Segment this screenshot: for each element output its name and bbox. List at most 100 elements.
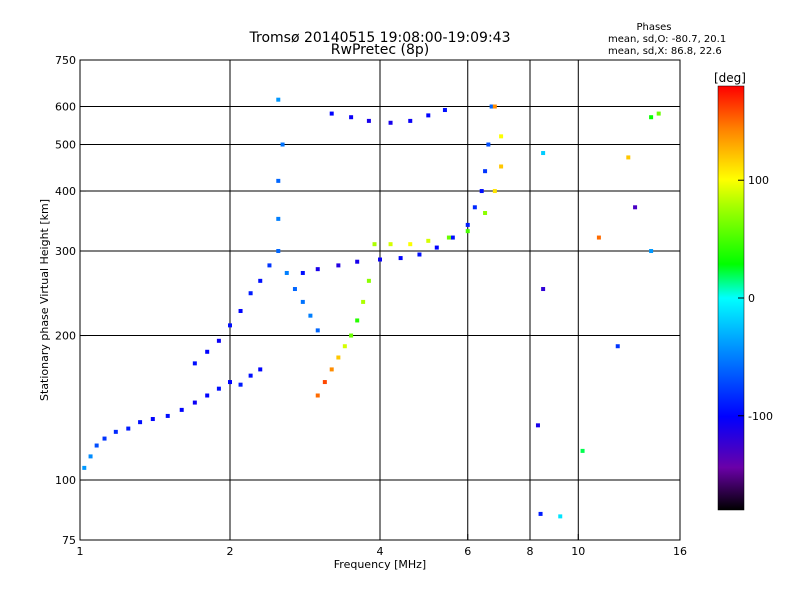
data-point [465, 222, 470, 227]
data-point [205, 349, 210, 354]
series-group [82, 367, 263, 470]
data-point [276, 97, 281, 102]
data-point [238, 382, 243, 387]
data-point [165, 413, 170, 418]
data-point [426, 113, 431, 118]
data-point [626, 155, 631, 160]
y-tick-label: 500 [55, 139, 76, 152]
chart-title: Tromsø 20140515 19:08:00-19:09:43 [249, 30, 511, 46]
data-point [656, 111, 661, 116]
data-point [292, 287, 297, 292]
data-point [388, 242, 393, 247]
data-point [315, 393, 320, 398]
data-point [300, 299, 305, 304]
data-point [355, 259, 360, 264]
data-point [479, 189, 484, 194]
data-point [258, 278, 263, 283]
data-point [322, 380, 327, 385]
data-point [329, 367, 334, 372]
x-tick-label: 6 [464, 545, 471, 558]
data-point [258, 367, 263, 372]
data-point [378, 257, 382, 262]
data-points [82, 97, 661, 519]
data-point [216, 386, 221, 391]
y-tick-label: 600 [55, 101, 76, 114]
data-point [535, 423, 540, 428]
data-point [192, 400, 197, 405]
data-point [434, 245, 439, 250]
data-point [486, 142, 491, 147]
data-point [492, 104, 497, 109]
x-tick-label: 16 [673, 545, 687, 558]
data-point [398, 256, 403, 261]
data-point [489, 104, 494, 109]
data-point [499, 134, 504, 139]
data-point [633, 205, 638, 210]
data-point [276, 216, 281, 221]
y-tick-label: 200 [55, 330, 76, 343]
data-point [126, 426, 131, 431]
data-point [276, 178, 281, 183]
data-point [336, 355, 341, 360]
x-tick-label: 10 [571, 545, 585, 558]
data-point [450, 235, 455, 240]
data-point [342, 344, 347, 349]
stats-line-x: mean, sd,X: 86.8, 22.6 [608, 46, 722, 57]
data-point [329, 111, 334, 116]
y-axis-label: Stationary phase Virtual Height [km] [38, 199, 51, 401]
y-axis: 75 100 200 300 400 500 600 750 [55, 54, 86, 547]
data-point [336, 263, 341, 268]
data-point [408, 118, 413, 123]
data-point [417, 252, 422, 257]
data-point [315, 267, 320, 272]
data-point [361, 299, 366, 304]
data-point [483, 169, 488, 174]
colorbar-label: [deg] [714, 71, 746, 85]
data-point [615, 344, 620, 349]
data-point [248, 373, 253, 378]
y-tick-label: 750 [55, 54, 76, 67]
data-point [649, 115, 654, 120]
data-point [300, 270, 305, 275]
data-point [205, 393, 210, 398]
data-point [228, 380, 232, 385]
colorbar-tick-label: -100 [748, 410, 773, 423]
colorbar-tick-label: 100 [748, 174, 769, 187]
data-point [267, 263, 272, 268]
stats-line-o: mean, sd,O: -80.7, 20.1 [608, 34, 726, 45]
y-tick-label: 300 [55, 245, 76, 258]
data-point [88, 454, 93, 459]
data-point [499, 164, 504, 169]
data-point [366, 118, 371, 123]
data-point [349, 115, 354, 120]
data-point [216, 338, 221, 343]
data-point [465, 229, 470, 234]
data-point [238, 308, 243, 313]
chart-subtitle: RwPretec (8p) [331, 42, 429, 58]
stats-heading: Phases [636, 22, 671, 33]
x-tick-label: 2 [227, 545, 234, 558]
series-group [192, 97, 320, 366]
data-point [596, 235, 601, 240]
data-point [408, 242, 413, 247]
x-axis-label: Frequency [MHz] [334, 558, 426, 571]
y-tick-label: 400 [55, 185, 76, 198]
data-point [113, 429, 118, 434]
data-point [349, 333, 354, 338]
grid-lines [80, 60, 680, 540]
data-point [138, 420, 143, 425]
data-point [366, 278, 371, 283]
x-tick-label: 4 [377, 545, 384, 558]
data-point [192, 361, 197, 366]
data-point [179, 407, 184, 412]
x-axis: 1 2 4 6 8 10 16 [77, 534, 687, 558]
data-point [538, 511, 543, 516]
data-point [150, 417, 155, 422]
data-point [228, 323, 232, 328]
data-point [248, 291, 253, 296]
data-point [472, 205, 477, 210]
colorbar-tick-label: 0 [748, 292, 755, 305]
data-point [442, 108, 447, 113]
